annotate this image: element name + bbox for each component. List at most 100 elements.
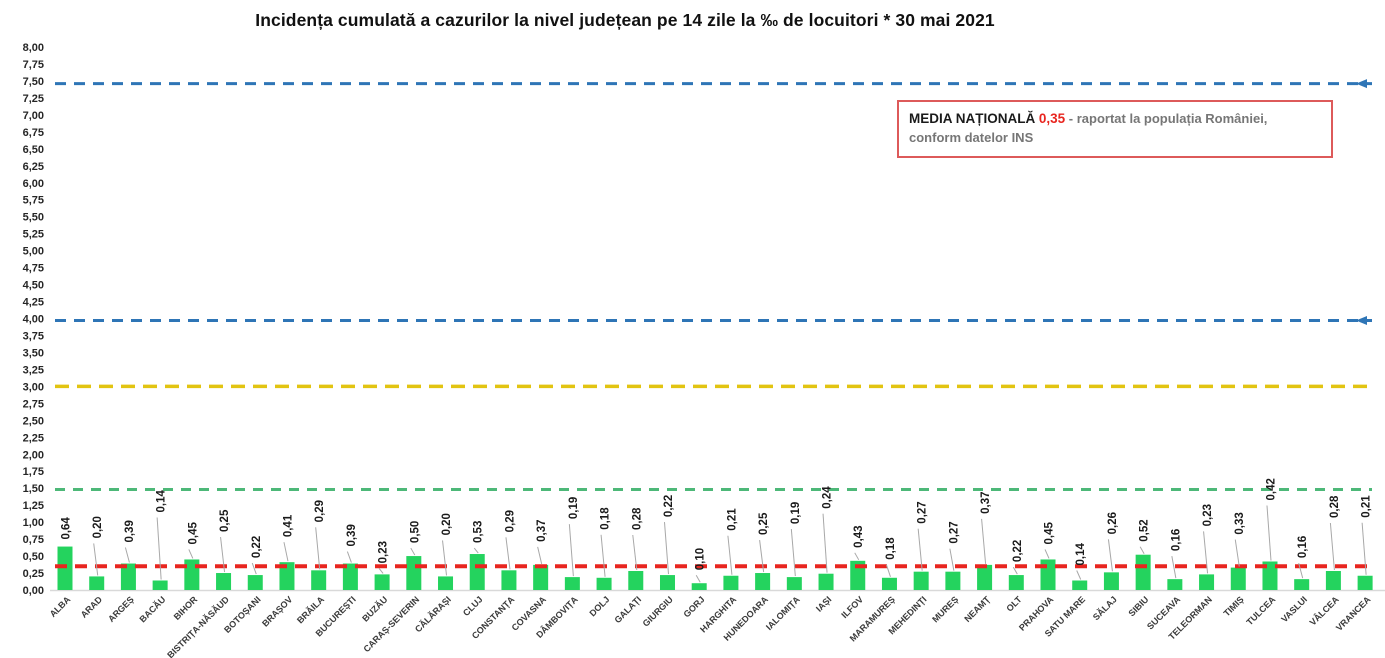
- bar-value-label: 0,33: [1234, 512, 1246, 534]
- value-leader-line: [632, 534, 638, 571]
- value-leader-line: [822, 513, 828, 573]
- bar-value-label: 0,23: [1202, 504, 1214, 526]
- value-leader-line: [93, 543, 99, 576]
- value-leader-line: [442, 540, 448, 576]
- value-leader-line: [537, 546, 543, 565]
- bar: [216, 573, 232, 590]
- bar: [89, 576, 105, 590]
- bar: [1262, 561, 1278, 590]
- bar-value-label: 0,28: [1329, 495, 1341, 518]
- ytick-label: 3,00: [23, 381, 44, 393]
- county-label: NEAMȚ: [962, 594, 992, 624]
- bar-value-label: 0,45: [1044, 521, 1056, 544]
- national-average-label: MEDIA NAȚIONALĂ: [909, 111, 1036, 126]
- bar: [945, 571, 961, 590]
- chart-title: Incidența cumulată a cazurilor la nivel …: [255, 10, 995, 30]
- bar-value-label: 0,53: [473, 521, 485, 543]
- value-leader-line: [378, 568, 384, 574]
- ytick-label: 6,50: [23, 144, 44, 156]
- county-label: CARAȘ-SEVERIN: [361, 594, 421, 654]
- county-label: IAȘI: [814, 594, 833, 613]
- bar: [1325, 570, 1341, 590]
- value-leader-line: [1139, 546, 1145, 554]
- ytick-label: 6,25: [23, 161, 44, 173]
- bar-value-label: 0,14: [1075, 543, 1087, 566]
- value-leader-line: [1266, 505, 1272, 561]
- bar-value-label: 0,29: [504, 510, 516, 532]
- value-leader-line: [251, 562, 257, 575]
- value-leader-line: [790, 529, 796, 577]
- value-leader-line: [1329, 522, 1335, 571]
- bar: [723, 575, 739, 590]
- county-label: IALOMIȚA: [764, 594, 802, 632]
- ytick-label: 5,75: [23, 195, 44, 207]
- bar-value-label: 0,21: [1361, 495, 1373, 518]
- value-leader-line: [473, 547, 479, 554]
- ytick-label: 4,00: [23, 314, 44, 326]
- county-label: BRĂILA: [295, 594, 326, 625]
- reference-line-arrow-icon: [1356, 316, 1367, 326]
- county-label: BACĂU: [137, 594, 167, 624]
- value-leader-line: [1234, 539, 1240, 567]
- bar-value-label: 0,39: [346, 524, 358, 546]
- bar: [564, 577, 580, 590]
- ytick-label: 0,25: [23, 568, 44, 580]
- value-leader-line: [727, 535, 733, 575]
- value-leader-line: [949, 548, 955, 571]
- bar: [691, 583, 707, 590]
- county-label: BRAȘOV: [260, 594, 294, 628]
- value-leader-line: [1298, 563, 1304, 579]
- ytick-label: 7,25: [23, 93, 44, 105]
- bar: [818, 573, 834, 590]
- bar-value-label: 0,27: [948, 521, 960, 543]
- county-label: BIHOR: [172, 594, 200, 622]
- value-leader-line: [981, 518, 987, 564]
- value-leader-line: [663, 522, 669, 575]
- bar-value-label: 0,22: [251, 536, 263, 558]
- value-leader-line: [1076, 570, 1082, 580]
- bar-value-label: 0,23: [378, 541, 390, 563]
- ytick-label: 7,50: [23, 76, 44, 88]
- bar: [977, 564, 993, 590]
- county-label: MUREȘ: [930, 594, 960, 624]
- bar: [406, 556, 422, 590]
- ytick-label: 5,25: [23, 229, 44, 241]
- county-label: DOLJ: [587, 594, 611, 618]
- bar: [1103, 572, 1119, 590]
- bar-value-label: 0,16: [1170, 529, 1182, 551]
- county-label: ALBA: [48, 594, 73, 619]
- value-leader-line: [410, 547, 416, 556]
- ytick-label: 2,25: [23, 432, 44, 444]
- county-label: GORJ: [682, 594, 707, 619]
- bar: [628, 570, 644, 590]
- value-leader-line: [1012, 566, 1018, 575]
- ytick-label: 8,00: [23, 42, 44, 54]
- value-leader-line: [885, 564, 891, 577]
- bar-value-label: 0,19: [790, 502, 802, 524]
- bar: [438, 576, 454, 590]
- bar: [311, 570, 327, 590]
- ytick-label: 4,25: [23, 297, 44, 309]
- value-leader-line: [600, 534, 606, 577]
- value-leader-line: [505, 537, 511, 570]
- bar-value-label: 0,41: [282, 514, 294, 537]
- value-leader-line: [1171, 556, 1177, 579]
- ytick-label: 3,25: [23, 364, 44, 376]
- bar: [659, 575, 675, 590]
- ytick-label: 4,50: [23, 280, 44, 292]
- bar: [342, 563, 358, 590]
- bar-value-label: 0,29: [314, 500, 326, 522]
- bar: [374, 574, 390, 590]
- value-leader-line: [695, 574, 701, 583]
- bar-value-label: 0,52: [1139, 519, 1151, 541]
- ytick-label: 7,75: [23, 59, 44, 71]
- bar-value-label: 0,14: [156, 490, 168, 513]
- bar-value-label: 0,20: [92, 516, 104, 538]
- ytick-label: 0,50: [23, 551, 44, 563]
- bar: [596, 577, 612, 590]
- ytick-label: 2,75: [23, 398, 44, 410]
- value-leader-line: [917, 528, 923, 571]
- value-leader-line: [283, 542, 289, 562]
- bar-value-label: 0,10: [695, 548, 707, 570]
- bar: [501, 570, 517, 590]
